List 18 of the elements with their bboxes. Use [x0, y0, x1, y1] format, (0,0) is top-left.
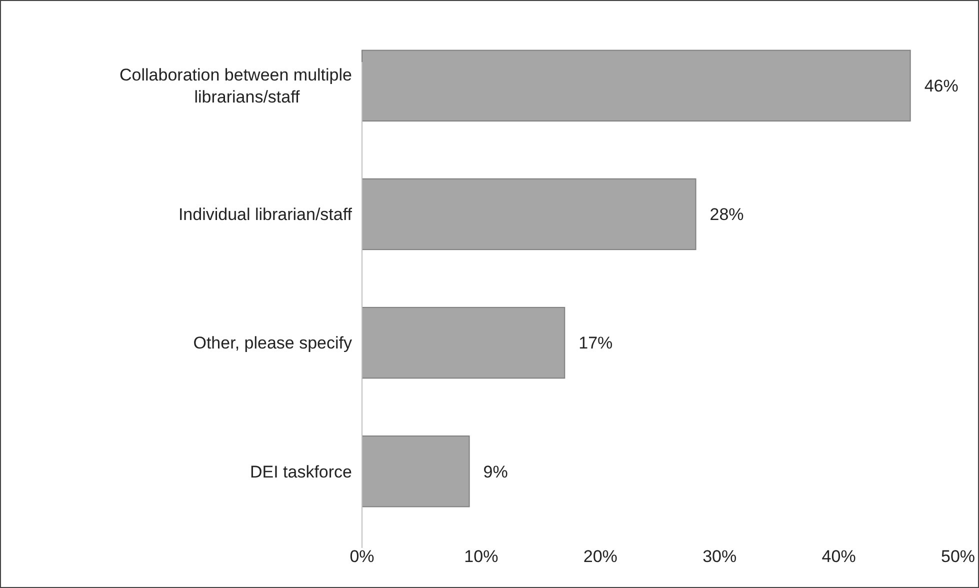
y-tick-label: DEI taskforce — [250, 462, 352, 482]
bar — [362, 436, 470, 508]
data-label: 17% — [578, 334, 613, 353]
data-label: 46% — [924, 76, 958, 96]
y-tick-label: Other, please specify — [193, 334, 352, 353]
x-tick-label: 30% — [702, 547, 737, 566]
x-tick-label: 0% — [350, 547, 374, 566]
x-tick-label: 20% — [583, 547, 618, 566]
data-label: 28% — [710, 205, 744, 224]
x-tick-label: 40% — [822, 547, 856, 566]
data-label: 9% — [483, 462, 508, 482]
bar — [362, 50, 911, 122]
y-tick-label: Collaboration between multiple librarians/staff — [120, 66, 352, 107]
bar — [362, 306, 566, 379]
y-tick-label: Individual librarian/staff — [178, 205, 352, 224]
x-tick-label: 50% — [940, 547, 976, 566]
x-tick-label: 10% — [464, 547, 498, 566]
bar — [362, 178, 696, 250]
